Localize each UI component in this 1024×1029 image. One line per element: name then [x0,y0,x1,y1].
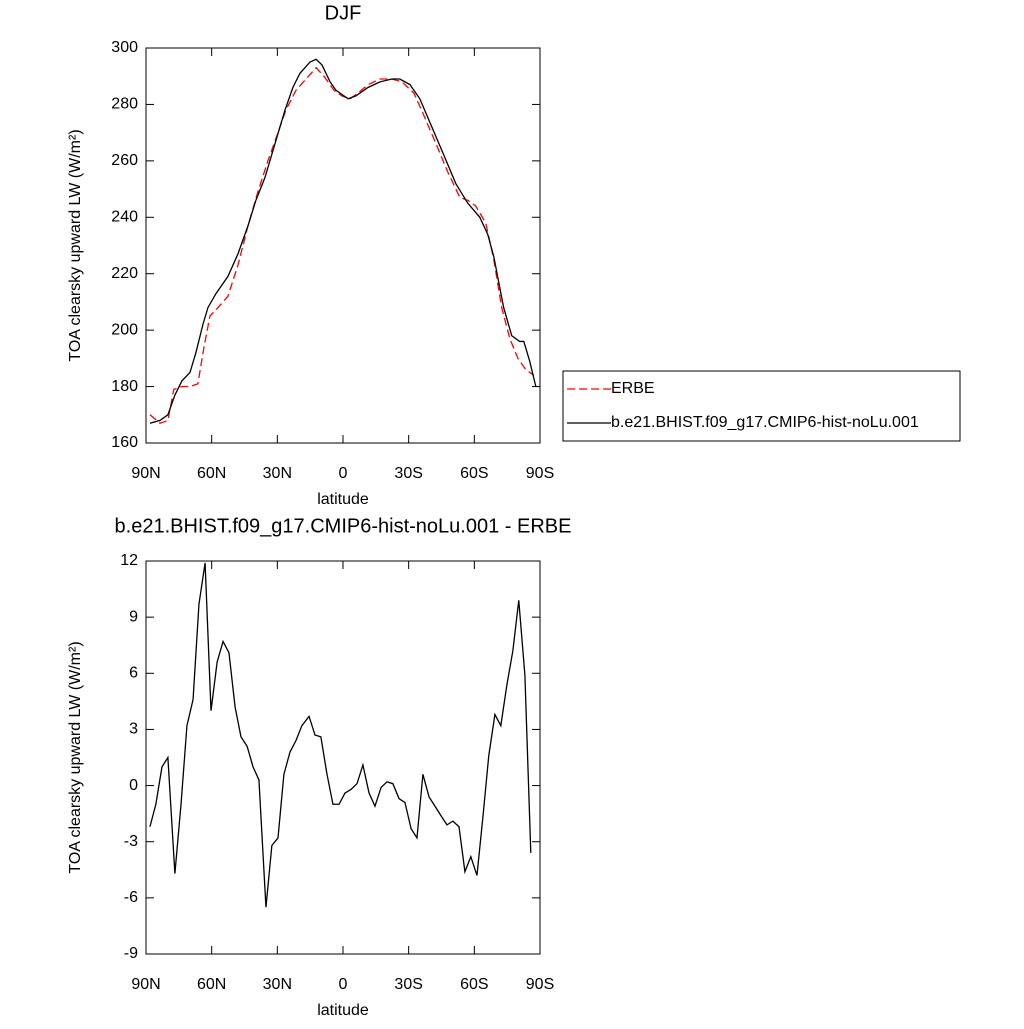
x-axis-label: latitude [317,1002,369,1019]
series-line [149,66,535,424]
x-tick-label: 30N [263,976,292,993]
plot-frame [145,560,541,955]
x-tick-label: 90S [526,976,554,993]
y-tick-label: 300 [111,39,138,56]
y-tick-label: 260 [111,152,138,169]
x-tick-label: 0 [339,976,348,993]
x-tick-label: 90S [526,465,554,482]
y-tick-label: -9 [124,945,138,962]
y-tick-label: 12 [120,552,138,569]
y-tick-label: 3 [129,721,138,738]
x-tick-label: 90N [131,976,160,993]
x-axis-label: latitude [317,491,369,508]
x-tick-label: 60S [460,465,488,482]
y-tick-label: 280 [111,96,138,113]
x-tick-label: 30S [394,976,422,993]
y-tick-label: 180 [111,378,138,395]
series-line [149,562,532,908]
legend-box [562,370,961,442]
y-tick-label: 200 [111,321,138,338]
y-tick-label: 9 [129,608,138,625]
y-tick-label: 6 [129,665,138,682]
series-line [149,58,537,424]
chart-title: DJF [325,2,362,24]
y-axis-label: TOA clearsky upward LW (W/m²) [67,129,84,361]
y-tick-label: -6 [124,889,138,906]
y-tick-label: -3 [124,833,138,850]
y-tick-label: 220 [111,265,138,282]
x-tick-label: 60N [197,465,226,482]
x-tick-label: 0 [339,465,348,482]
legend-label: ERBE [611,380,655,397]
y-tick-label: 160 [111,434,138,451]
x-tick-label: 90N [131,465,160,482]
x-tick-label: 30N [263,465,292,482]
y-tick-label: 0 [129,777,138,794]
x-tick-label: 60S [460,976,488,993]
y-axis-label: TOA clearsky upward LW (W/m²) [67,641,84,873]
legend-label: b.e21.BHIST.f09_g17.CMIP6-hist-noLu.001 [611,414,919,431]
y-tick-label: 240 [111,209,138,226]
chart-title: b.e21.BHIST.f09_g17.CMIP6-hist-noLu.001 … [115,515,572,537]
x-tick-label: 30S [394,465,422,482]
x-tick-label: 60N [197,976,226,993]
plot-frame [145,47,541,444]
